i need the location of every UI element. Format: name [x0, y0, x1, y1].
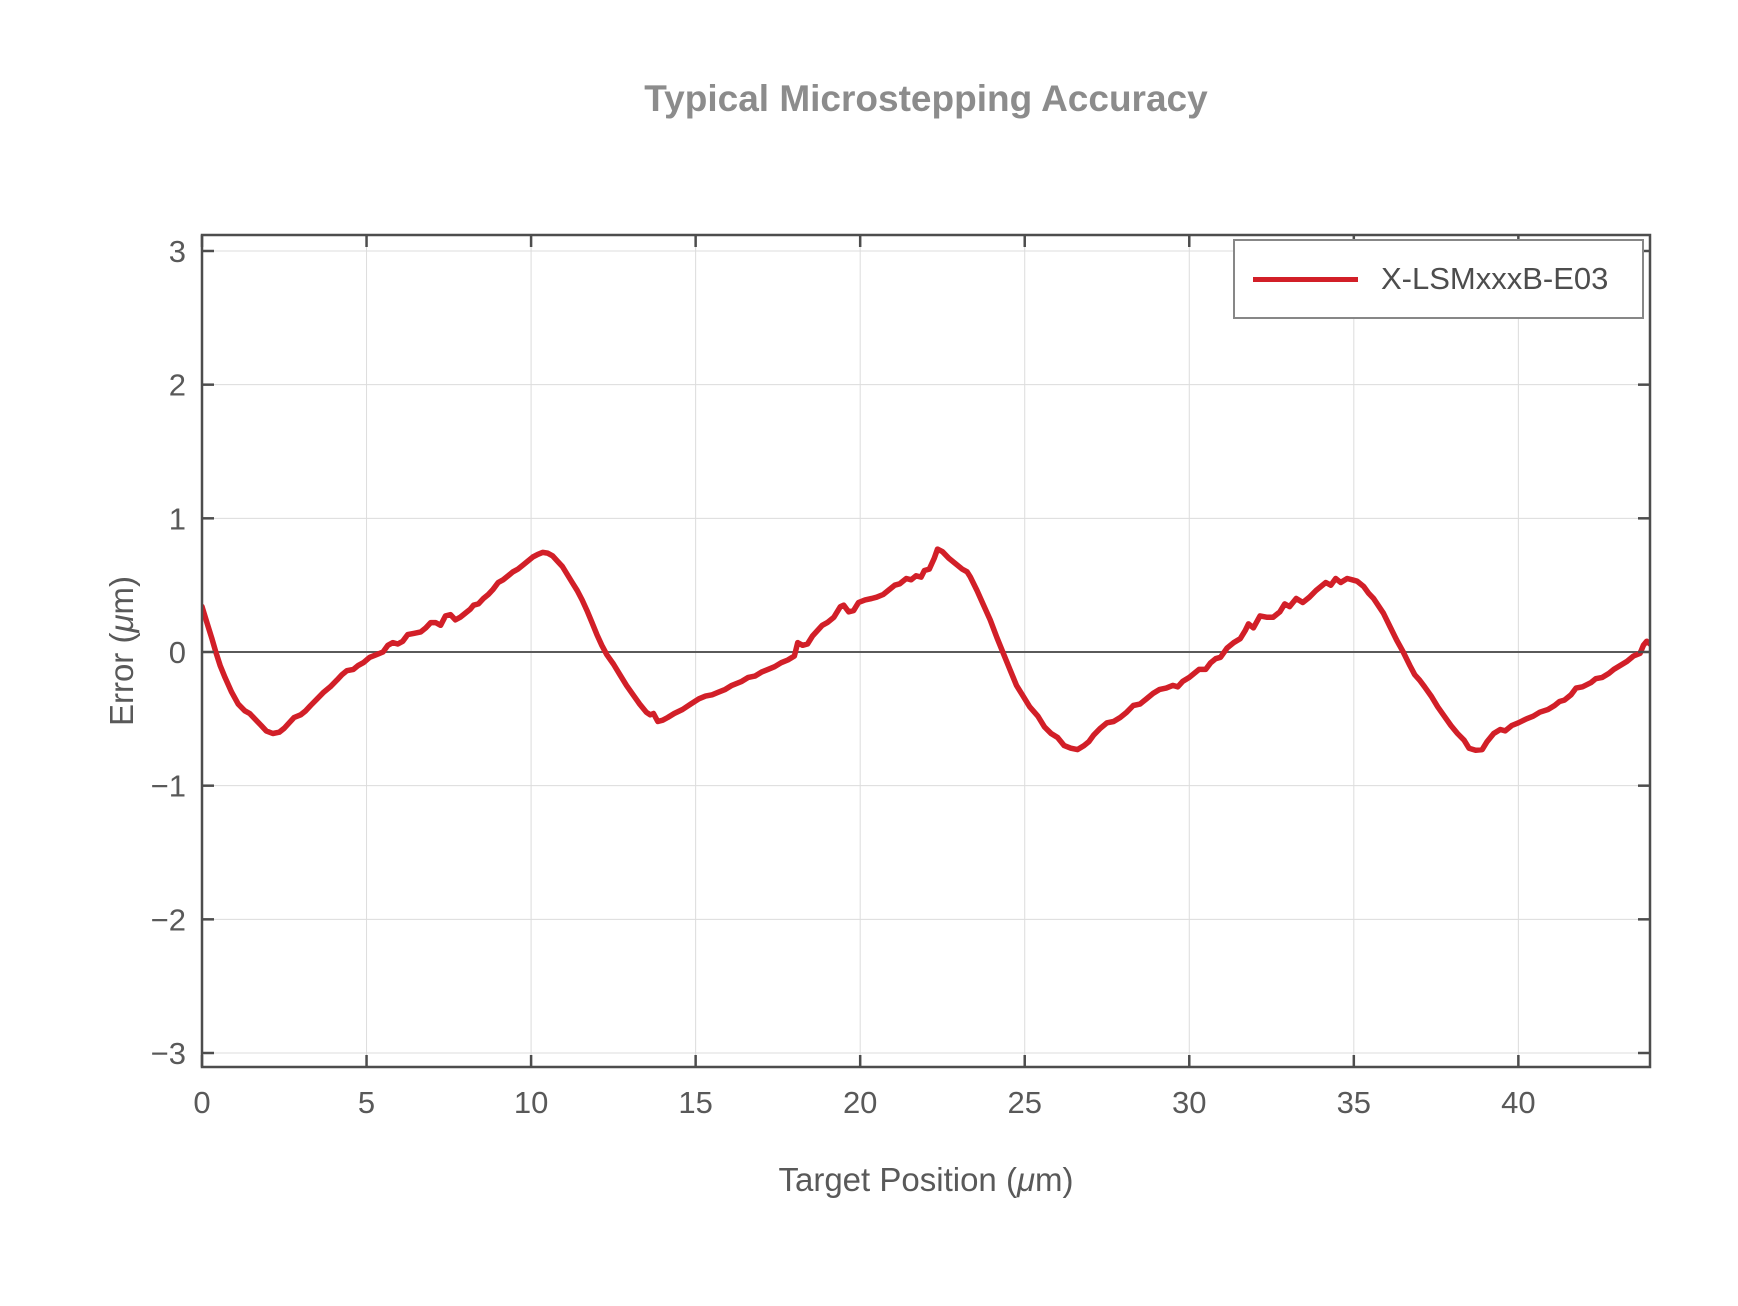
legend-entry-label: X-LSMxxxB-E03	[1381, 261, 1609, 296]
x-tick-label: 5	[358, 1085, 375, 1120]
y-tick-label: −3	[151, 1036, 186, 1071]
y-axis-label: Error (μm)	[103, 575, 140, 727]
chart-title: Typical Microstepping Accuracy	[644, 78, 1208, 119]
legend-line-sample	[1253, 276, 1358, 282]
x-tick-label: 35	[1337, 1085, 1371, 1120]
y-tick-label: −2	[151, 902, 186, 937]
legend-box: X-LSMxxxB-E03	[1233, 239, 1644, 319]
x-tick-label: 20	[843, 1085, 877, 1120]
y-tick-label: −1	[151, 769, 186, 804]
x-tick-label: 10	[514, 1085, 548, 1120]
y-tick-label: 3	[169, 234, 186, 269]
y-tick-label: 2	[169, 368, 186, 403]
y-tick-label: 1	[169, 501, 186, 536]
y-tick-label: 0	[169, 635, 186, 670]
series-path	[202, 546, 1650, 753]
x-tick-label: 0	[193, 1085, 210, 1120]
axis-ticks	[200, 235, 1650, 1067]
x-axis-label: Target Position (μm)	[778, 1161, 1074, 1198]
x-tick-label: 30	[1172, 1085, 1206, 1120]
x-tick-label: 40	[1501, 1085, 1535, 1120]
x-tick-label: 25	[1007, 1085, 1041, 1120]
x-tick-label: 15	[678, 1085, 712, 1120]
